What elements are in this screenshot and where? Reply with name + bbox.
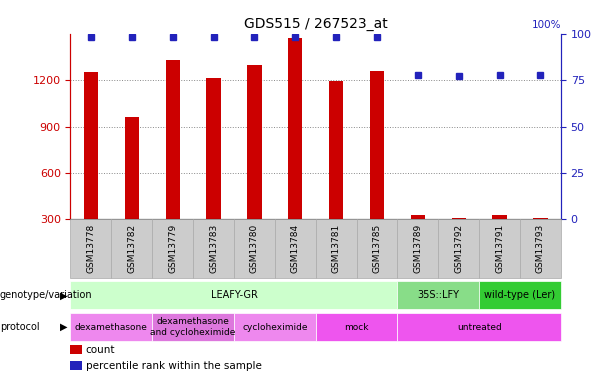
Text: GSM13791: GSM13791 bbox=[495, 224, 504, 273]
Text: genotype/variation: genotype/variation bbox=[0, 290, 93, 300]
Text: dexamethasone: dexamethasone bbox=[75, 322, 148, 332]
Bar bbox=[411, 215, 425, 219]
Title: GDS515 / 267523_at: GDS515 / 267523_at bbox=[244, 17, 387, 32]
Bar bbox=[207, 78, 221, 219]
Text: percentile rank within the sample: percentile rank within the sample bbox=[86, 361, 262, 370]
Text: protocol: protocol bbox=[0, 322, 40, 332]
Bar bbox=[329, 81, 343, 219]
Bar bbox=[166, 60, 180, 219]
Bar bbox=[84, 72, 98, 219]
Bar bbox=[124, 117, 139, 219]
Text: LEAFY-GR: LEAFY-GR bbox=[210, 290, 257, 300]
Text: 100%: 100% bbox=[531, 20, 561, 30]
Text: 35S::LFY: 35S::LFY bbox=[417, 290, 459, 300]
Bar bbox=[247, 65, 262, 219]
Text: GSM13789: GSM13789 bbox=[413, 224, 422, 273]
Text: ▶: ▶ bbox=[60, 322, 67, 332]
Text: GSM13782: GSM13782 bbox=[128, 224, 136, 273]
Text: ▶: ▶ bbox=[60, 290, 67, 300]
Text: GSM13778: GSM13778 bbox=[86, 224, 96, 273]
Bar bbox=[492, 215, 507, 219]
Text: count: count bbox=[86, 345, 115, 355]
Bar bbox=[370, 71, 384, 219]
Text: GSM13780: GSM13780 bbox=[250, 224, 259, 273]
Text: mock: mock bbox=[345, 322, 369, 332]
Text: GSM13779: GSM13779 bbox=[168, 224, 177, 273]
Text: cycloheximide: cycloheximide bbox=[242, 322, 308, 332]
Text: GSM13784: GSM13784 bbox=[291, 224, 300, 273]
Text: dexamethasone
and cycloheximide: dexamethasone and cycloheximide bbox=[150, 318, 236, 337]
Text: wild-type (Ler): wild-type (Ler) bbox=[484, 290, 555, 300]
Text: GSM13792: GSM13792 bbox=[454, 224, 463, 273]
Text: GSM13783: GSM13783 bbox=[209, 224, 218, 273]
Bar bbox=[452, 218, 466, 219]
Text: GSM13793: GSM13793 bbox=[536, 224, 545, 273]
Bar bbox=[533, 218, 547, 219]
Text: GSM13785: GSM13785 bbox=[373, 224, 381, 273]
Bar bbox=[288, 38, 302, 219]
Text: untreated: untreated bbox=[457, 322, 501, 332]
Text: GSM13781: GSM13781 bbox=[332, 224, 341, 273]
